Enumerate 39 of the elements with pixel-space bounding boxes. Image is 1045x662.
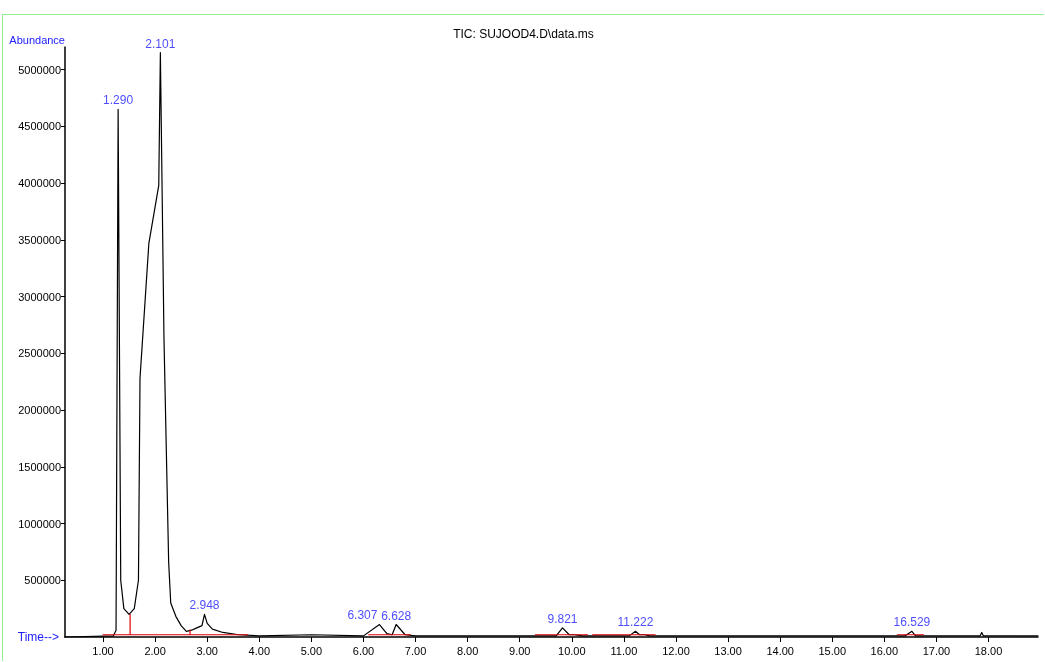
annotation: 1.290 [103,93,134,108]
x-tick-label: 14.00 [766,644,794,657]
y-tick-label: 500000 [24,574,61,587]
y-tick-label: 5000000 [18,63,61,76]
x-tick-label: 16.00 [870,644,899,657]
y-tick-label: 4500000 [18,120,61,133]
annotation: 11.222 [617,615,654,630]
x-tick-label: 6.00 [352,644,375,657]
y-tick-label: 2000000 [18,404,61,417]
x-tick-label: 13.00 [714,644,742,657]
x-tick-label: 1.00 [92,644,114,657]
y-tick-label: 3000000 [18,290,61,303]
x-tick-label: 4.00 [248,644,270,657]
x-tick-label: 8.00 [456,644,479,657]
annotation: 6.628 [381,608,412,623]
x-tick-label: 10.00 [558,644,586,657]
x-tick-label: 5.00 [300,644,323,657]
y-tick-label: 1500000 [18,460,61,473]
y-tick-label: 3500000 [18,233,61,246]
x-tick-label: 12.00 [662,644,690,657]
x-tick-label: 9.00 [509,644,531,657]
x-tick-label: 2.00 [144,644,166,657]
x-tick-label: 7.00 [404,644,427,657]
annotation: 6.307 [347,607,378,622]
annotation: 2.948 [189,598,220,613]
y-axis-title: Abundance [9,33,65,46]
x-axis-title: Time--> [17,630,59,644]
annotation: 16.529 [893,615,931,630]
x-tick-label: 11.00 [610,644,638,657]
annotation: 9.821 [547,611,578,626]
x-tick-label: 3.00 [196,644,218,657]
x-tick-label: 15.00 [818,644,847,657]
x-tick-label: 18.00 [974,644,1003,657]
y-tick-label: 1000000 [18,517,61,530]
x-tick-label: 17.00 [922,644,951,657]
y-tick-label: 4000000 [18,177,61,190]
chart-title: TIC: SUJOOD4.D\data.ms [453,27,594,41]
annotation: 2.101 [145,36,176,51]
y-tick-label: 2500000 [18,347,61,360]
